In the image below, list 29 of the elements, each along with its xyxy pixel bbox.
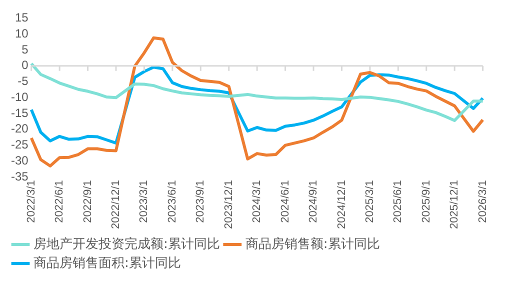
x-tick-label: 2024/12/1 (336, 180, 348, 229)
y-tick-label: -15 (11, 106, 29, 120)
x-tick-label: 2023/12/1 (222, 180, 235, 229)
x-tick-label: 2024/6/1 (279, 180, 292, 223)
x-tick-label: 2023/9/1 (194, 180, 207, 223)
x-tick-label: 2025/9/1 (420, 180, 432, 223)
y-tick-label: 10 (14, 26, 29, 40)
x-tick-label: 2022/12/1 (110, 180, 122, 229)
x-tick-label: 2026/3/1 (476, 180, 489, 223)
x-tick-label: 2022/6/1 (54, 180, 66, 223)
legend-label: 商品房销售额:累计同比 (245, 236, 380, 252)
y-tick-label: -10 (11, 90, 29, 104)
x-tick-label: 2025/3/1 (364, 180, 376, 223)
legend-label: 房地产开发投资完成额:累计同比 (34, 236, 220, 252)
x-tick-label: 2025/12/1 (448, 180, 461, 229)
x-tick-label: 2024/9/1 (308, 180, 320, 223)
y-tick-label: 0 (22, 58, 29, 72)
x-tick-label: 2024/3/1 (251, 180, 264, 223)
x-tick-label: 2023/6/1 (166, 180, 178, 223)
x-tick-label: 2023/3/1 (138, 180, 150, 223)
legend-label: 商品房销售面积:累计同比 (34, 254, 181, 271)
y-tick-label: 15 (14, 10, 29, 25)
y-tick-label: -30 (11, 153, 29, 168)
y-tick-label: 5 (22, 42, 29, 56)
y-tick-label: -5 (18, 74, 29, 88)
y-tick-label: -20 (11, 122, 29, 136)
x-tick-label: 2022/9/1 (82, 180, 94, 223)
x-tick-label: 2025/6/1 (392, 180, 404, 223)
y-tick-label: -25 (11, 138, 29, 152)
